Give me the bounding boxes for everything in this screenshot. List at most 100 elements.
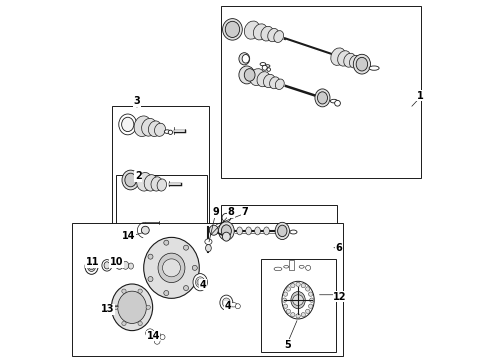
Ellipse shape	[260, 63, 266, 66]
Ellipse shape	[270, 77, 280, 89]
Ellipse shape	[239, 66, 255, 84]
Ellipse shape	[88, 262, 96, 271]
Ellipse shape	[219, 222, 234, 240]
Text: 9: 9	[212, 207, 219, 217]
Ellipse shape	[225, 21, 240, 37]
Circle shape	[310, 298, 314, 302]
Circle shape	[168, 130, 172, 134]
Ellipse shape	[209, 225, 218, 235]
Circle shape	[296, 314, 300, 318]
Circle shape	[282, 298, 287, 302]
Circle shape	[306, 309, 310, 314]
Text: 6: 6	[336, 243, 343, 253]
Circle shape	[286, 287, 291, 291]
Ellipse shape	[278, 225, 287, 237]
Ellipse shape	[193, 274, 207, 291]
Circle shape	[301, 283, 305, 288]
Text: 4: 4	[225, 301, 231, 311]
Ellipse shape	[222, 298, 230, 307]
Ellipse shape	[104, 262, 110, 269]
Ellipse shape	[353, 54, 370, 74]
Ellipse shape	[344, 53, 356, 67]
Circle shape	[138, 321, 142, 325]
Text: 14: 14	[147, 331, 160, 341]
Ellipse shape	[144, 237, 199, 298]
Ellipse shape	[274, 31, 284, 42]
Ellipse shape	[157, 179, 167, 191]
Bar	[289, 260, 294, 270]
Circle shape	[146, 329, 154, 337]
Ellipse shape	[275, 222, 290, 239]
Ellipse shape	[318, 92, 327, 104]
Circle shape	[146, 305, 150, 310]
Circle shape	[262, 65, 267, 70]
Ellipse shape	[338, 51, 351, 66]
Circle shape	[335, 100, 341, 106]
Circle shape	[291, 312, 295, 317]
Ellipse shape	[237, 227, 243, 235]
Ellipse shape	[299, 265, 304, 268]
Ellipse shape	[245, 227, 251, 235]
Ellipse shape	[257, 72, 270, 87]
Ellipse shape	[134, 116, 151, 136]
Ellipse shape	[221, 225, 231, 237]
Ellipse shape	[265, 65, 270, 67]
Ellipse shape	[151, 177, 163, 191]
Circle shape	[267, 68, 270, 71]
Ellipse shape	[245, 69, 255, 81]
Text: 10: 10	[110, 257, 123, 267]
Ellipse shape	[222, 19, 243, 40]
Bar	[220, 6, 421, 178]
Circle shape	[309, 304, 313, 308]
Ellipse shape	[250, 69, 265, 85]
Ellipse shape	[144, 175, 158, 191]
Ellipse shape	[369, 66, 379, 70]
Text: 2: 2	[135, 171, 142, 181]
Circle shape	[148, 276, 153, 282]
Ellipse shape	[196, 277, 205, 288]
Circle shape	[192, 265, 197, 270]
Circle shape	[164, 240, 169, 245]
Text: 7: 7	[242, 207, 248, 217]
Text: 5: 5	[284, 340, 291, 350]
Circle shape	[122, 321, 126, 325]
Bar	[116, 175, 207, 241]
Ellipse shape	[330, 99, 338, 103]
Ellipse shape	[230, 303, 237, 307]
Circle shape	[306, 287, 310, 291]
Circle shape	[138, 289, 142, 293]
Text: 4: 4	[199, 280, 206, 290]
Ellipse shape	[220, 295, 233, 310]
Text: 14: 14	[122, 231, 135, 240]
Ellipse shape	[349, 55, 360, 68]
Ellipse shape	[356, 57, 368, 71]
Bar	[261, 259, 337, 352]
Ellipse shape	[164, 130, 170, 134]
Text: 12: 12	[333, 292, 347, 302]
Ellipse shape	[148, 121, 162, 136]
Circle shape	[163, 259, 180, 277]
Ellipse shape	[264, 227, 270, 235]
Ellipse shape	[154, 123, 166, 136]
Circle shape	[283, 304, 288, 308]
Circle shape	[291, 283, 295, 288]
Ellipse shape	[245, 21, 260, 39]
Ellipse shape	[275, 79, 284, 90]
Circle shape	[148, 254, 153, 259]
Ellipse shape	[102, 260, 112, 271]
Ellipse shape	[122, 170, 139, 190]
Circle shape	[141, 226, 149, 234]
Text: 3: 3	[133, 96, 140, 106]
Circle shape	[296, 282, 300, 287]
Ellipse shape	[290, 230, 297, 234]
Ellipse shape	[142, 118, 157, 136]
Ellipse shape	[239, 53, 250, 65]
Bar	[72, 223, 343, 356]
Circle shape	[160, 334, 165, 339]
Circle shape	[184, 285, 189, 291]
Ellipse shape	[111, 284, 153, 330]
Ellipse shape	[261, 26, 273, 41]
Ellipse shape	[158, 253, 185, 283]
Ellipse shape	[85, 259, 98, 274]
Circle shape	[164, 291, 169, 296]
